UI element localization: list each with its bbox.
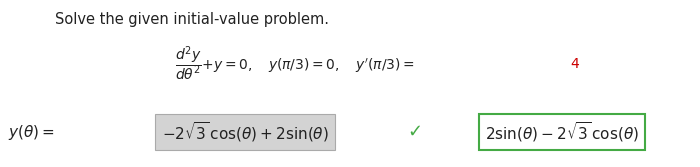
Text: Solve the given initial-value problem.: Solve the given initial-value problem. <box>55 12 329 27</box>
Text: $4$: $4$ <box>570 57 580 71</box>
Text: $\dfrac{d^2y}{d\theta^2}$$ + y = 0,\quad y(\pi/3) = 0,\quad y'(\pi/3) = $: $\dfrac{d^2y}{d\theta^2}$$ + y = 0,\quad… <box>175 45 415 83</box>
Text: $y(\theta) =$: $y(\theta) =$ <box>8 123 55 141</box>
Text: $-2\sqrt{3}\,\cos(\theta) + 2\sin(\theta)$: $-2\sqrt{3}\,\cos(\theta) + 2\sin(\theta… <box>162 120 328 144</box>
Text: ✓: ✓ <box>407 123 423 141</box>
Text: $2\sin(\theta) - 2\sqrt{3}\,\cos(\theta)$: $2\sin(\theta) - 2\sqrt{3}\,\cos(\theta)… <box>485 120 639 144</box>
